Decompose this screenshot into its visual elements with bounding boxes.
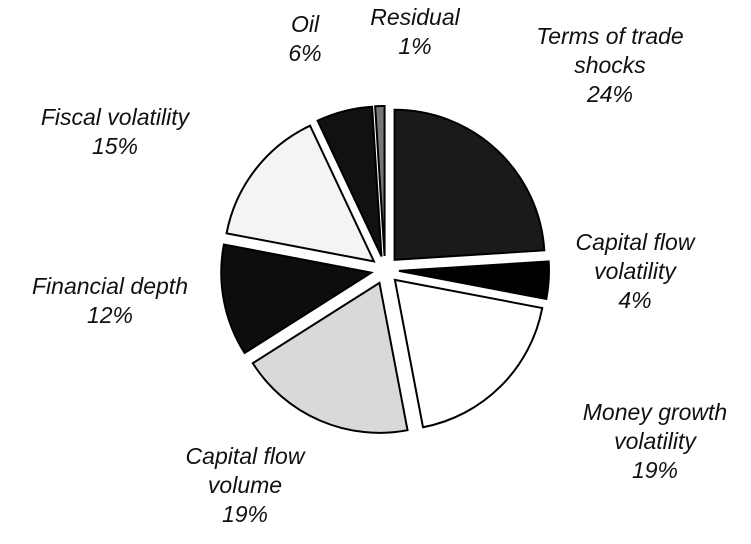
pie-slice [393, 108, 546, 261]
category-name: Oil [290, 11, 320, 37]
slice-label: Capital flow volatility 4% [550, 228, 720, 315]
slice-label: Oil 6% [270, 10, 340, 68]
value-label: 6% [288, 40, 322, 66]
pie-slice [374, 105, 386, 257]
value-label: 1% [398, 33, 432, 59]
value-label: 4% [618, 287, 652, 313]
category-name: Financial depth [32, 273, 188, 299]
category-name: Money growth volatility [582, 399, 728, 454]
slice-label: Residual 1% [355, 3, 475, 61]
pie-slice [398, 260, 550, 301]
pie-slice [251, 281, 409, 434]
value-label: 19% [631, 457, 679, 483]
category-name: Capital flow volatility [575, 229, 695, 284]
pie-slice [393, 278, 544, 429]
pie-slice [225, 124, 376, 263]
category-name: Terms of trade shocks [536, 23, 684, 78]
slice-label: Financial depth 12% [0, 272, 225, 330]
slice-label: Fiscal volatility 15% [10, 103, 220, 161]
category-name: Fiscal volatility [40, 104, 190, 130]
pie-slice [220, 243, 374, 355]
value-label: 24% [586, 81, 634, 107]
slice-label: Money growth volatility 19% [555, 398, 751, 485]
value-label: 12% [86, 302, 134, 328]
slice-label: Terms of trade shocks 24% [510, 22, 710, 109]
value-label: 15% [91, 133, 139, 159]
category-name: Residual [370, 4, 460, 30]
value-label: 19% [221, 501, 269, 527]
slice-label: Capital flow volume 19% [155, 442, 335, 529]
category-name: Capital flow volume [185, 443, 305, 498]
pie-slice [316, 105, 383, 257]
